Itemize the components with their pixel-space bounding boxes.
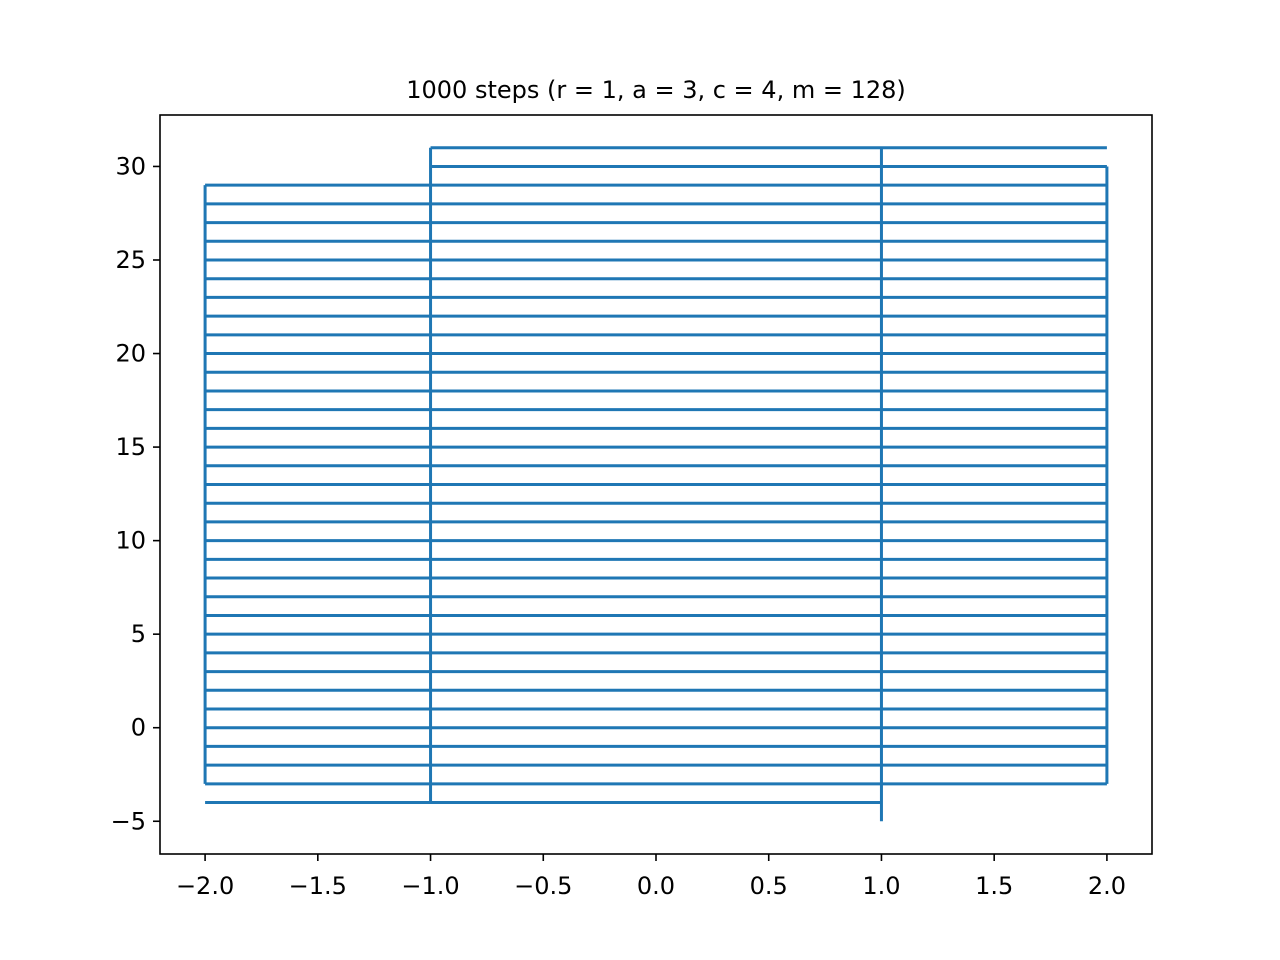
- x-tick-label: −2.0: [176, 872, 234, 900]
- x-tick-label: −1.5: [289, 872, 347, 900]
- y-tick-label: 15: [115, 433, 146, 461]
- y-tick-label: 20: [115, 340, 146, 368]
- y-tick-label: 25: [115, 246, 146, 274]
- x-tick-label: 0.5: [750, 872, 788, 900]
- y-tick-label: 10: [115, 527, 146, 555]
- y-axis: −5 0 5 10 15 20 25 30: [111, 152, 160, 835]
- x-tick-label: 1.0: [862, 872, 900, 900]
- x-tick-label: −1.0: [401, 872, 459, 900]
- x-tick-label: 2.0: [1088, 872, 1126, 900]
- chart-title: 1000 steps (r = 1, a = 3, c = 4, m = 128…: [406, 76, 906, 104]
- series-layer: [203, 146, 1109, 822]
- y-tick-label: 5: [131, 620, 146, 648]
- y-tick-label: −5: [111, 807, 146, 835]
- y-tick-label: 30: [115, 152, 146, 180]
- y-tick-label: 0: [131, 714, 146, 742]
- x-axis: −2.0 −1.5 −1.0 −0.5 0.0 0.5 1.0 1.5 2.0: [176, 854, 1126, 900]
- x-tick-label: 0.0: [637, 872, 675, 900]
- x-tick-label: 1.5: [975, 872, 1013, 900]
- x-tick-label: −0.5: [514, 872, 572, 900]
